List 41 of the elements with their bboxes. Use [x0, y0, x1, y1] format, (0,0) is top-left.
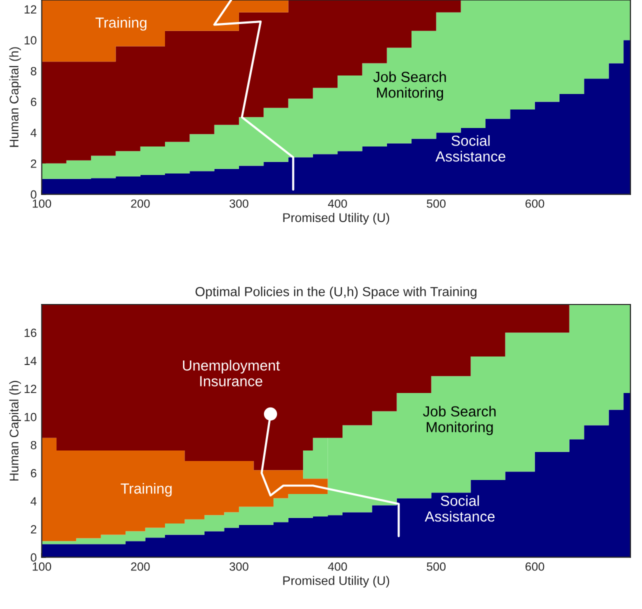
y-tick-label: 12 [24, 384, 36, 394]
y-tick-label: 2 [30, 525, 36, 534]
y-tick-label: 16 [24, 328, 36, 337]
x-tick-label: 300 [230, 562, 248, 571]
x-tick-label: 400 [328, 562, 347, 571]
y-tick-label: 6 [30, 98, 36, 106]
x-tick-label: 200 [131, 562, 150, 571]
x-tick-label: 600 [526, 562, 544, 571]
x-tick-label: 500 [426, 562, 446, 571]
x-axis-title: Promised Utility (U) [283, 576, 390, 588]
x-tick-label: 100 [32, 562, 52, 571]
series-label: Unemployment Insurance [183, 360, 280, 386]
y-tick-label: 14 [24, 356, 37, 365]
y-tick-label: 8 [30, 440, 36, 450]
y-tick-label: 0 [30, 190, 36, 199]
y-tick-label: 2 [30, 159, 36, 168]
y-tick-label: 12 [24, 5, 36, 14]
series-label: Social Assistance [435, 135, 506, 162]
series-label: Social Assistance [424, 495, 495, 522]
y-tick-label: 4 [30, 497, 37, 506]
x-tick-label: 500 [426, 199, 446, 208]
y-tick-label: 4 [30, 128, 37, 137]
y-tick-label: 6 [30, 469, 36, 478]
y-tick-label: 8 [30, 66, 36, 76]
y-axis-title: Human Capital (h) [9, 380, 21, 481]
x-tick-label: 200 [131, 199, 150, 208]
series-label: Training [120, 482, 172, 497]
y-tick-label: 10 [24, 412, 36, 422]
line-series [213, 0, 294, 191]
x-tick-label: 400 [328, 199, 347, 208]
chart-title: Optimal Policies in the (U,h) Space with Training [196, 286, 476, 299]
x-tick-label: 600 [526, 199, 544, 208]
x-tick-label: 300 [230, 199, 248, 208]
y-axis-title: Human Capital (h) [9, 47, 21, 147]
series-label: Training [96, 17, 146, 31]
x-tick-label: 100 [32, 199, 52, 208]
x-axis-title: Promised Utility (U) [283, 212, 390, 225]
y-tick-label: 10 [24, 36, 36, 44]
y-tick-label: 0 [30, 553, 36, 562]
series-label: Job Search Monitoring [373, 71, 446, 101]
series-label: Job Search Monitoring [422, 406, 496, 436]
